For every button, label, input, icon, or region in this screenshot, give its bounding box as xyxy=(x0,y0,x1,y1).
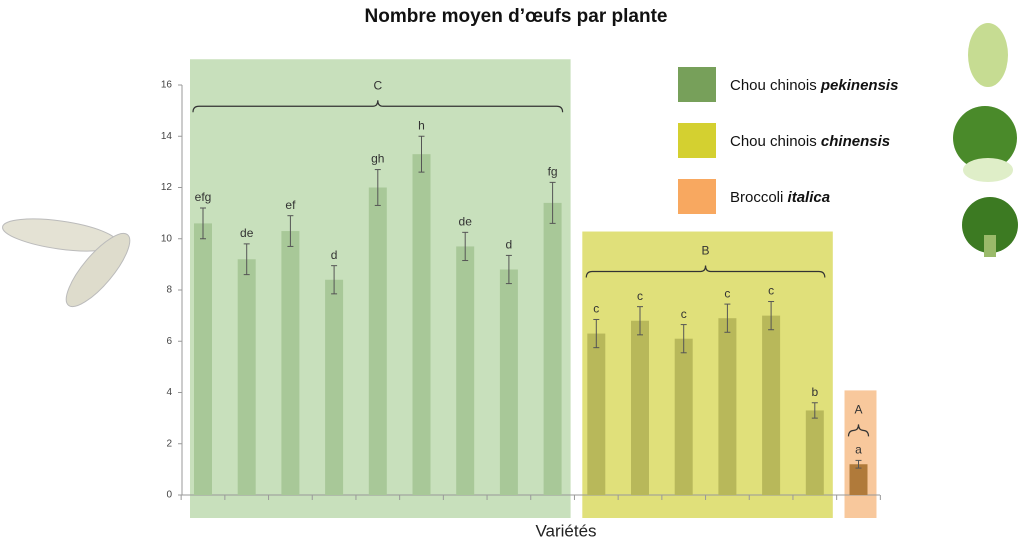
significance-letter: d xyxy=(506,238,513,252)
group-label: A xyxy=(854,403,862,417)
significance-letter: de xyxy=(240,226,254,240)
error-bar xyxy=(243,243,250,276)
error-bar xyxy=(811,402,818,419)
legend-name: Chou chinois xyxy=(730,133,817,150)
bar xyxy=(762,315,781,495)
bar xyxy=(456,246,475,495)
bar xyxy=(587,333,606,495)
bar xyxy=(194,223,212,495)
legend-label: Broccoli italica xyxy=(730,189,830,206)
significance-letter: de xyxy=(459,215,473,229)
legend-swatch xyxy=(678,179,716,214)
y-tick-label: 4 xyxy=(166,387,172,398)
bar xyxy=(631,320,649,495)
bar xyxy=(718,318,737,495)
chart-title: Nombre moyen d’œufs par plante xyxy=(365,6,668,27)
error-bar xyxy=(462,231,469,262)
group-bracket xyxy=(192,100,564,113)
y-tick-label: 8 xyxy=(166,285,172,296)
error-bar xyxy=(287,215,294,247)
error-bar xyxy=(331,265,338,295)
bar xyxy=(325,279,344,495)
legend-label: Chou chinois chinensis xyxy=(730,133,890,150)
group-label: B xyxy=(702,244,710,258)
error-bar xyxy=(855,459,862,469)
error-bar xyxy=(549,181,556,224)
y-tick-label: 10 xyxy=(161,233,173,244)
legend-variety: italica xyxy=(788,189,831,206)
significance-letter: gh xyxy=(371,152,384,166)
group-panel xyxy=(582,231,833,518)
y-tick-label: 2 xyxy=(166,438,172,449)
bar xyxy=(674,338,693,495)
significance-letter: b xyxy=(811,385,818,399)
error-bar xyxy=(505,254,512,285)
vegetable-illustrations xyxy=(953,23,1018,257)
group-label: C xyxy=(373,78,382,92)
x-axis-label: Variétés xyxy=(535,521,596,540)
legend-name: Chou chinois xyxy=(730,77,817,94)
group-panel xyxy=(844,390,877,518)
bar xyxy=(237,259,256,495)
y-tick-label: 12 xyxy=(161,182,173,193)
y-tick-label: 16 xyxy=(161,80,173,91)
significance-letter: c xyxy=(724,286,730,300)
significance-letter: d xyxy=(331,248,338,262)
y-tick-label: 14 xyxy=(161,131,173,142)
legend-name: Broccoli xyxy=(730,189,783,206)
bar xyxy=(543,202,562,495)
error-bar xyxy=(200,207,206,240)
bar xyxy=(805,410,824,495)
legend-swatch xyxy=(678,67,716,102)
error-bar xyxy=(768,301,775,331)
error-bar xyxy=(593,318,600,349)
significance-letter: efg xyxy=(195,190,212,204)
significance-letter: ef xyxy=(285,198,296,212)
y-tick-label: 6 xyxy=(166,336,172,347)
significance-letter: a xyxy=(855,443,862,457)
y-tick-label: 0 xyxy=(166,490,172,501)
significance-letter: c xyxy=(768,284,774,298)
error-bar xyxy=(680,324,687,354)
legend-label: Chou chinois pekinensis xyxy=(730,77,898,94)
significance-letter: c xyxy=(637,289,643,303)
error-bar xyxy=(418,135,425,173)
legend-swatch xyxy=(678,123,716,158)
bar xyxy=(849,464,868,495)
bar xyxy=(368,187,387,495)
significance-letter: fg xyxy=(548,165,558,179)
significance-letter: c xyxy=(593,302,599,316)
bar xyxy=(499,269,518,495)
error-bar xyxy=(374,169,381,206)
bar xyxy=(412,154,431,495)
error-bar xyxy=(637,306,643,336)
egg-illustration xyxy=(2,218,131,308)
legend-variety: pekinensis xyxy=(820,77,899,94)
bar xyxy=(281,231,300,495)
error-bar xyxy=(724,303,731,333)
legend-variety: chinensis xyxy=(821,133,890,150)
significance-letter: h xyxy=(418,118,425,132)
significance-letter: c xyxy=(681,307,687,321)
